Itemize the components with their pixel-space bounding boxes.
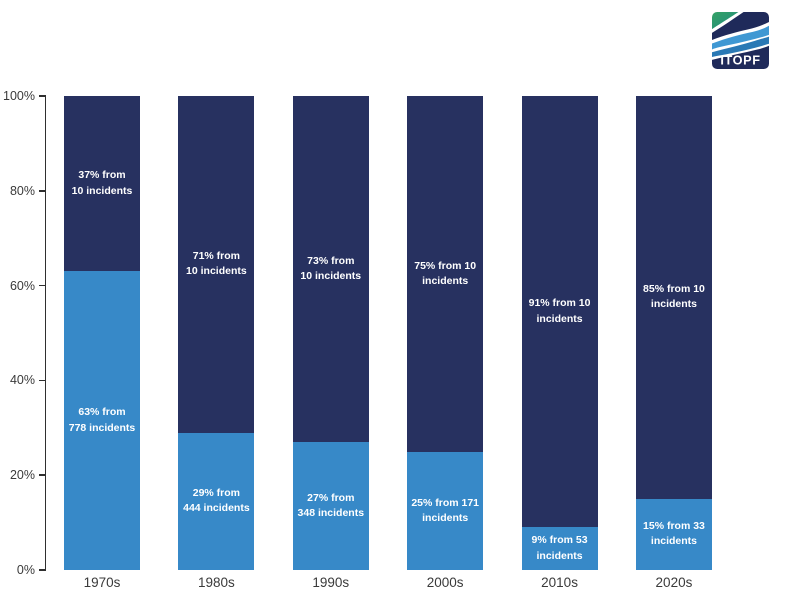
segment-top-2020s: 85% from 10 incidents xyxy=(635,96,712,499)
logo-wordmark: ITOPF xyxy=(720,52,760,67)
segment-bottom-2020s: 15% from 33 incidents xyxy=(635,498,712,570)
itopf-logo-graphic: ITOPF xyxy=(712,12,769,69)
x-label-2000s: 2000s xyxy=(426,575,464,590)
logo-wave-mid-blue xyxy=(712,36,769,57)
y-tick-label: 80% xyxy=(9,183,35,198)
y-tick-mark xyxy=(39,474,46,476)
segment-top-label: 73% from 10 incidents xyxy=(300,254,362,282)
stacked-bar-1980s: 71% from 10 incidents 29% from 444 incide… xyxy=(178,96,255,570)
x-axis-labels: 1970s 1980s 1990s 2000s 2010s 2020s xyxy=(46,575,730,590)
y-tick-label: 40% xyxy=(9,373,35,388)
y-axis: 0% 20% 40% 60% 80% 100% xyxy=(0,89,46,577)
y-tick-label: 100% xyxy=(3,89,35,103)
logo-wave-navy-top xyxy=(712,12,769,40)
segment-bottom-label: 63% from 778 incidents xyxy=(68,406,136,434)
y-tick-mark xyxy=(39,379,46,382)
y-tick-label: 0% xyxy=(16,563,35,577)
x-label-1990s: 1990s xyxy=(312,575,350,590)
segment-bottom-label: 25% from 171 incidents xyxy=(411,496,480,524)
itopf-logo: ITOPF xyxy=(712,12,769,69)
segment-bottom-1980s: 29% from 444 incidents xyxy=(178,432,255,570)
segment-top-2010s: 91% from 10 incidents xyxy=(521,96,598,528)
segment-top-label: 37% from 10 incidents xyxy=(71,169,133,197)
y-tick-label: 60% xyxy=(9,278,35,293)
y-axis-line xyxy=(44,96,46,570)
segment-bottom-label: 27% from 348 incidents xyxy=(297,491,365,519)
segment-bottom-label: 15% from 33 incidents xyxy=(643,520,705,548)
segment-top-label: 71% from 10 incidents xyxy=(186,250,247,278)
x-label-2010s: 2010s xyxy=(541,575,578,590)
segment-top-label: 91% from 10 incidents xyxy=(528,297,591,325)
segment-bottom-1970s: 63% from 778 incidents xyxy=(64,271,140,570)
logo-wave-navy-bottom xyxy=(712,45,769,69)
segment-top-label: 85% from 10 incidents xyxy=(643,283,705,311)
y-tick-mark xyxy=(39,569,46,571)
stacked-bar-1970s: 37% from 10 incidents 63% from 778 incide… xyxy=(64,96,140,570)
x-label-2020s: 2020s xyxy=(655,575,693,590)
segment-bottom-2010s: 9% from 53 incidents xyxy=(521,527,598,570)
stacked-bar-2020s: 85% from 10 incidents 15% from 33 inciden… xyxy=(635,96,712,570)
segment-top-label: 75% from 10 incidents xyxy=(414,259,477,287)
y-tick-label: 20% xyxy=(9,468,35,483)
segment-top-1980s: 71% from 10 incidents xyxy=(178,96,255,433)
segment-top-1970s: 37% from 10 incidents xyxy=(64,96,140,272)
stacked-bar-2010s: 91% from 10 incidents 9% from 53 incident… xyxy=(521,96,598,570)
segment-bottom-1990s: 27% from 348 incidents xyxy=(292,442,369,570)
stacked-bar-1990s: 73% from 10 incidents 27% from 348 incide… xyxy=(292,96,369,570)
segment-top-2000s: 75% from 10 incidents xyxy=(407,96,484,452)
y-tick-mark xyxy=(39,190,46,192)
segment-bottom-label: 9% from 53 incidents xyxy=(531,534,588,562)
segment-bottom-2000s: 25% from 171 incidents xyxy=(407,451,484,570)
x-label-1980s: 1980s xyxy=(197,575,235,590)
segment-bottom-label: 29% from 444 incidents xyxy=(183,487,250,515)
bar-plot-area: 37% from 10 incidents 63% from 778 incide… xyxy=(46,96,730,570)
stacked-bar-2000s: 75% from 10 incidents 25% from 171 incide… xyxy=(407,96,484,570)
y-tick-mark xyxy=(39,95,46,97)
y-tick-mark xyxy=(39,284,46,287)
segment-top-1990s: 73% from 10 incidents xyxy=(292,96,369,443)
logo-wave-green xyxy=(712,12,739,30)
x-label-1970s: 1970s xyxy=(83,575,121,590)
logo-wave-light-blue xyxy=(712,25,769,50)
